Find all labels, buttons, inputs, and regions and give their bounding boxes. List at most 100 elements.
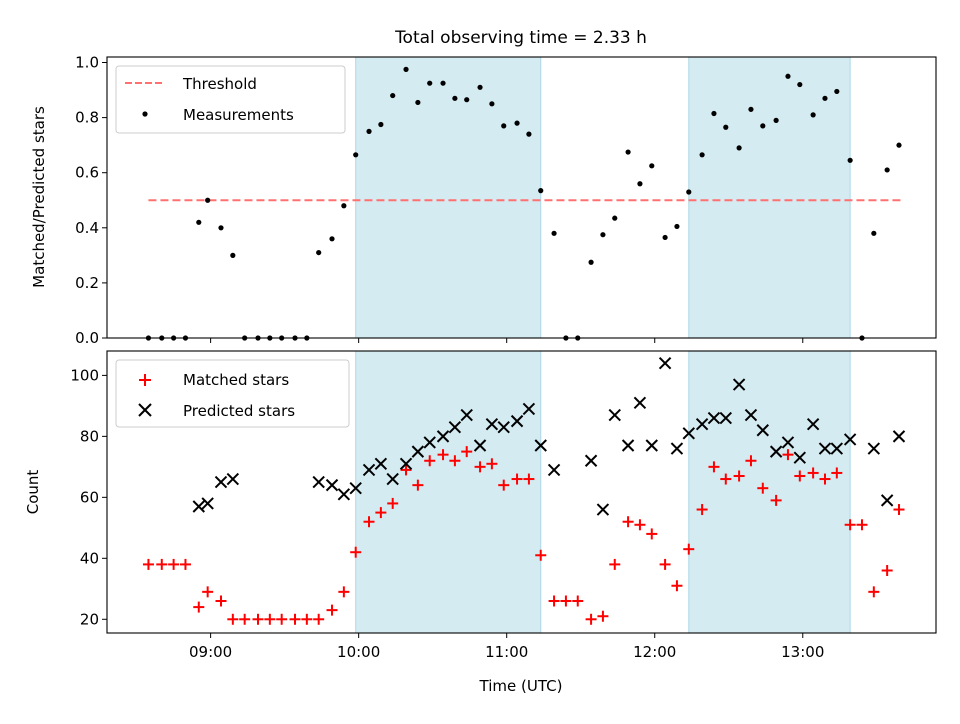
predicted-star-marker <box>201 497 214 510</box>
matched-star-marker <box>252 613 264 625</box>
predicted-star-marker <box>325 478 339 492</box>
measurement-point <box>218 225 224 231</box>
predicted-star-marker <box>485 417 499 431</box>
x-tick-label: 12:00 <box>633 643 676 661</box>
observing-band <box>688 56 851 339</box>
predicted-star-marker <box>670 442 684 455</box>
measurement-point <box>896 142 902 148</box>
predicted-star-marker <box>658 356 672 370</box>
measurement-point <box>440 80 446 86</box>
y-tick-label: 0.8 <box>75 109 99 127</box>
top-x-ticks <box>210 338 804 343</box>
measurement-point <box>600 232 606 238</box>
predicted-star-marker <box>843 433 857 446</box>
y-tick-label: 0.0 <box>75 329 99 347</box>
matched-star-marker <box>264 613 276 625</box>
matched-star-markers <box>142 446 905 625</box>
measurement-point <box>711 110 717 117</box>
measurement-point <box>822 95 828 101</box>
figure-title: Total observing time = 2.33 h <box>394 28 647 48</box>
predicted-star-marker <box>719 411 732 425</box>
matched-star-marker <box>819 473 831 485</box>
matched-star-marker <box>683 543 695 555</box>
matched-star-marker <box>338 586 350 598</box>
matched-star-marker <box>782 449 794 461</box>
matched-star-marker <box>449 455 461 467</box>
predicted-star-marker <box>473 439 487 452</box>
matched-star-marker <box>437 449 449 461</box>
measurement-point <box>341 203 347 209</box>
measurement-point <box>501 123 507 129</box>
top-panel: 0.0 0.2 0.4 0.6 0.8 1.0 Matched/Predicted sta… <box>30 54 937 347</box>
measurement-point <box>810 112 816 118</box>
measurement-point <box>785 73 791 79</box>
predicted-star-marker <box>349 481 362 495</box>
predicted-star-marker <box>732 378 746 391</box>
measurement-point <box>230 252 236 258</box>
measurement-point <box>390 92 396 99</box>
measurement-point <box>205 197 211 203</box>
matched-star-marker <box>461 446 473 458</box>
matched-star-marker <box>881 565 893 577</box>
measurement-point <box>760 123 766 129</box>
predicted-star-marker <box>547 463 561 477</box>
measurement-point <box>884 167 890 173</box>
matched-star-marker <box>215 595 227 607</box>
measurement-point <box>489 101 495 107</box>
x-tick-label: 11:00 <box>485 643 528 661</box>
top-legend-box <box>115 65 346 134</box>
predicted-star-marker <box>192 500 205 513</box>
measurement-point <box>612 215 618 221</box>
measurement-point <box>625 149 631 155</box>
x-tick-label: 10:00 <box>337 643 380 661</box>
predicted-star-marker <box>769 445 783 458</box>
legend-matched-swatch <box>139 374 151 386</box>
matched-star-marker <box>708 461 720 473</box>
predicted-star-marker <box>534 439 547 452</box>
x-tick-label: 09:00 <box>189 643 232 661</box>
x-tick-label: 13:00 <box>781 643 824 661</box>
matched-star-marker <box>794 470 806 482</box>
y-tick-label: 40 <box>80 549 99 567</box>
matched-star-marker <box>757 482 769 494</box>
measurement-point <box>699 152 705 158</box>
matched-star-marker <box>733 470 745 482</box>
predicted-star-marker <box>781 436 795 449</box>
measurement-point <box>196 219 202 225</box>
observing-band <box>688 350 851 634</box>
predicted-star-marker <box>312 475 325 489</box>
matched-star-marker <box>412 479 424 491</box>
matched-star-marker <box>301 613 313 625</box>
matched-star-marker <box>831 467 843 479</box>
measurement-point <box>477 84 483 90</box>
predicted-star-marker <box>818 442 832 455</box>
measurement-point <box>871 230 877 236</box>
measurement-point <box>637 181 643 187</box>
matched-star-marker <box>548 595 560 607</box>
matched-star-marker <box>156 558 168 570</box>
matched-star-marker <box>227 613 239 625</box>
y-tick-label: 1.0 <box>75 54 99 72</box>
measurement-point <box>834 88 840 95</box>
predicted-star-marker <box>633 396 647 410</box>
measurement-point <box>329 236 335 242</box>
predicted-star-marker <box>214 475 228 489</box>
matched-star-marker <box>193 601 205 613</box>
observing-band <box>355 350 542 634</box>
measurement-point <box>403 66 409 72</box>
matched-star-marker <box>400 464 412 476</box>
predicted-star-marker <box>830 442 844 455</box>
matched-star-marker <box>856 519 868 531</box>
matched-star-marker <box>609 558 621 570</box>
matched-star-marker <box>179 558 191 570</box>
matched-star-marker <box>486 458 498 470</box>
predicted-star-marker <box>756 424 770 437</box>
y-tick-label: 100 <box>70 366 99 384</box>
measurement-point <box>723 124 729 130</box>
measurement-point <box>366 128 372 134</box>
matched-star-marker <box>745 455 757 467</box>
measurement-point <box>736 145 742 151</box>
measurement-point <box>427 80 433 86</box>
matched-star-marker <box>720 473 732 485</box>
matched-star-marker <box>168 558 180 570</box>
